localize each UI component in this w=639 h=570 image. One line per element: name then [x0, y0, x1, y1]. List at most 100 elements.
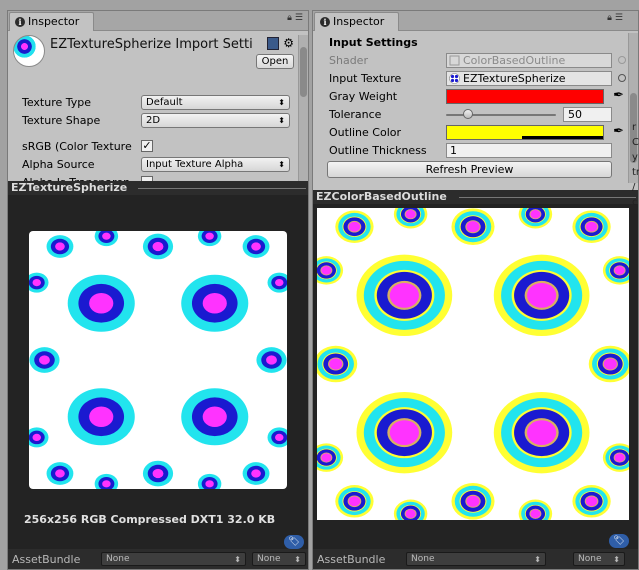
preview-header[interactable]: EZColorBasedOutline: [313, 190, 638, 204]
menu-icon[interactable]: ☰: [294, 13, 304, 23]
tab-inspector[interactable]: i Inspector: [314, 12, 399, 31]
texture-type-dropdown[interactable]: Default ⬍: [141, 95, 290, 110]
blob-inner: [585, 496, 598, 507]
refresh-preview-button[interactable]: Refresh Preview: [327, 161, 612, 178]
outline-preview-image: [317, 208, 629, 520]
inspector-panel-left: i Inspector 🔒︎ ☰ EZTextureSpherize Import…: [7, 10, 309, 570]
info-icon: i: [15, 17, 25, 27]
blob-inner: [348, 496, 361, 507]
open-button[interactable]: Open: [256, 54, 294, 69]
outline-thickness-row: Outline Thickness 1: [313, 142, 628, 160]
dropdown-arrow-icon: ⬍: [278, 116, 285, 125]
tolerance-row: Tolerance 50: [313, 106, 628, 124]
blob-inner: [102, 480, 111, 488]
blob-inner: [530, 209, 541, 219]
texture-thumbnail-icon: [13, 35, 45, 67]
texture-type-value: Default: [146, 97, 183, 108]
blob-inner: [585, 221, 598, 232]
blob-inner: [348, 221, 361, 232]
assetbundle-variant-value: None: [578, 554, 602, 564]
tolerance-input[interactable]: 50: [563, 107, 612, 122]
tab-bar: i Inspector 🔒︎ ☰: [313, 11, 638, 31]
dropdown-arrow-icon: ⬍: [613, 555, 620, 564]
shader-icon: [449, 55, 460, 66]
alpha-source-value: Input Texture Alpha: [146, 159, 244, 170]
info-icon: i: [320, 17, 330, 27]
assetbundle-variant-dropdown[interactable]: None ⬍: [573, 552, 625, 566]
blob-inner: [603, 358, 617, 370]
dropdown-arrow-icon: ⬍: [234, 555, 241, 564]
assetbundle-label: AssetBundle: [12, 553, 81, 566]
scrollbar-thumb[interactable]: [630, 93, 637, 163]
blob-inner: [205, 232, 214, 240]
eyedropper-icon[interactable]: ✒: [613, 88, 624, 103]
book-icon[interactable]: [267, 36, 280, 50]
tolerance-slider-track[interactable]: [446, 114, 556, 116]
gray-weight-color-swatch[interactable]: [446, 89, 604, 104]
blob-inner: [466, 495, 480, 507]
shader-row: Shader ColorBasedOutline: [313, 52, 628, 70]
blob-inner: [152, 241, 164, 252]
blob-inner: [102, 232, 111, 240]
assetbundle-name-value: None: [106, 554, 130, 564]
menu-icon[interactable]: ☰: [614, 13, 624, 23]
alpha-source-dropdown[interactable]: Input Texture Alpha ⬍: [141, 157, 290, 172]
assetbundle-name-value: None: [411, 554, 435, 564]
inspector-panel-right: i Inspector 🔒︎ ☰ Input Settings Shader Co…: [312, 10, 639, 570]
blob-inner: [466, 221, 480, 233]
section-title: Input Settings: [329, 36, 418, 49]
texture-type-row: Texture Type Default ⬍: [8, 94, 298, 112]
assetbundle-variant-dropdown[interactable]: None ⬍: [252, 552, 306, 566]
dropdown-arrow-icon: ⬍: [278, 160, 285, 169]
tag-icon[interactable]: 🏷︎: [609, 534, 629, 548]
srgb-checkbox[interactable]: ✓: [141, 139, 153, 152]
blob-inner: [202, 292, 227, 314]
outline-preview-area: 🏷︎: [313, 204, 638, 551]
asset-header: EZTextureSpherize Import Setti ⚙ Open: [8, 32, 298, 82]
tag-icon[interactable]: 🏷︎: [284, 535, 304, 549]
tolerance-slider-thumb[interactable]: [463, 109, 473, 119]
preview-header-divider: [459, 197, 636, 198]
shader-field: ColorBasedOutline: [446, 53, 612, 68]
alpha-bar: [522, 136, 603, 139]
blob-inner: [251, 469, 261, 478]
outline-thickness-input[interactable]: 1: [446, 143, 612, 158]
tab-tools: 🔒︎ ☰: [605, 13, 624, 23]
tab-inspector[interactable]: i Inspector: [9, 12, 94, 31]
blob-inner: [405, 509, 416, 519]
blob-inner: [389, 420, 419, 446]
blob-inner: [321, 453, 332, 462]
tab-tools: 🔒︎ ☰: [285, 13, 304, 23]
blob-inner: [266, 355, 277, 365]
blob-inner: [32, 279, 41, 287]
eyedropper-icon[interactable]: ✒: [613, 124, 624, 139]
blob-inner: [389, 282, 419, 308]
gear-icon[interactable]: ⚙: [283, 36, 294, 50]
texture-shape-dropdown[interactable]: 2D ⬍: [141, 113, 290, 128]
dropdown-arrow-icon: ⬍: [278, 98, 285, 107]
blob-inner: [614, 453, 625, 462]
blob-inner: [39, 355, 50, 365]
gray-weight-label: Gray Weight: [329, 90, 398, 103]
input-texture-field[interactable]: EZTextureSpherize: [446, 71, 612, 86]
lock-icon[interactable]: 🔒︎: [287, 13, 293, 23]
blob-inner: [614, 266, 625, 275]
preview-header[interactable]: EZTextureSpherize: [8, 181, 308, 195]
srgb-label: sRGB (Color Texture: [22, 140, 132, 153]
texture-icon: [449, 73, 460, 84]
scrollbar-thumb[interactable]: [300, 47, 307, 97]
target-icon[interactable]: [618, 74, 626, 82]
input-texture-value: EZTextureSpherize: [463, 72, 566, 85]
blob-inner: [329, 358, 343, 370]
outline-color-row: Outline Color ✒: [313, 124, 628, 142]
outline-color-swatch[interactable]: [446, 125, 604, 140]
vertical-scrollbar[interactable]: [298, 35, 308, 181]
assetbundle-name-dropdown[interactable]: None ⬍: [406, 552, 546, 566]
blob-inner: [205, 480, 214, 488]
blob-inner: [321, 266, 332, 275]
assetbundle-name-dropdown[interactable]: None ⬍: [101, 552, 246, 566]
blob-inner: [55, 469, 65, 478]
vertical-scrollbar[interactable]: [628, 33, 638, 183]
lock-icon[interactable]: 🔒︎: [607, 13, 613, 23]
